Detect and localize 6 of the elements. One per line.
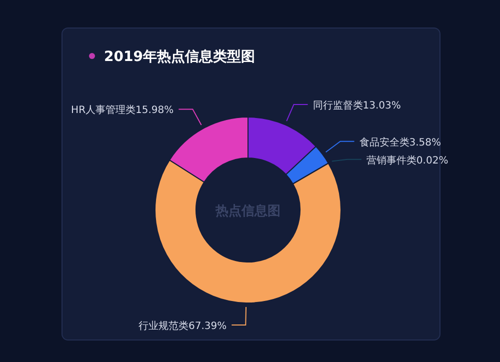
slice-label: HR人事管理类15.98% — [71, 104, 174, 116]
slice-label: 同行监督类13.03% — [312, 100, 401, 112]
slice-label: 食品安全类3.58% — [359, 136, 442, 148]
chart-title: 2019年热点信息类型图 — [104, 49, 255, 65]
slice-label: 营销事件类0.02% — [366, 154, 448, 166]
slice-label: 行业规范类67.39% — [138, 320, 227, 332]
